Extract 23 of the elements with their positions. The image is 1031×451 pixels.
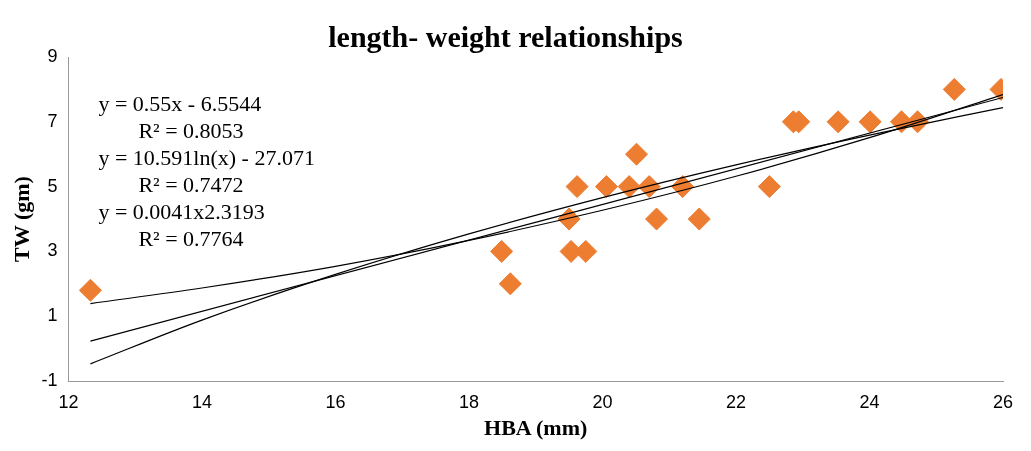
y-tick-label: -1 — [41, 369, 58, 390]
y-tick-label: 1 — [47, 305, 58, 326]
annotation: R² = 0.8053 — [138, 117, 244, 143]
chart-title: length- weight relationships — [328, 19, 683, 53]
y-axis-title: TW (gm) — [8, 176, 34, 262]
annotation: R² = 0.7764 — [138, 225, 244, 251]
annotation: y = 10.591ln(x) - 27.071 — [98, 144, 315, 170]
annotation: y = 0.0041x2.3193 — [98, 198, 265, 224]
x-tick-label: 26 — [992, 391, 1014, 412]
x-tick-label: 24 — [859, 391, 880, 412]
y-tick-label: 3 — [47, 240, 58, 261]
x-tick-label: 18 — [458, 391, 479, 412]
x-tick-label: 12 — [58, 391, 79, 412]
x-tick-label: 20 — [592, 391, 613, 412]
x-tick-label: 14 — [191, 391, 212, 412]
annotation: y = 0.55x - 6.5544 — [98, 90, 262, 116]
x-tick-label: 16 — [325, 391, 346, 412]
y-tick-label: 9 — [47, 45, 58, 66]
y-tick-label: 7 — [47, 110, 58, 131]
x-tick-label: 22 — [725, 391, 746, 412]
x-axis-title: HBA (mm) — [484, 415, 588, 441]
annotation: R² = 0.7472 — [138, 171, 244, 197]
y-tick-label: 5 — [47, 175, 58, 196]
